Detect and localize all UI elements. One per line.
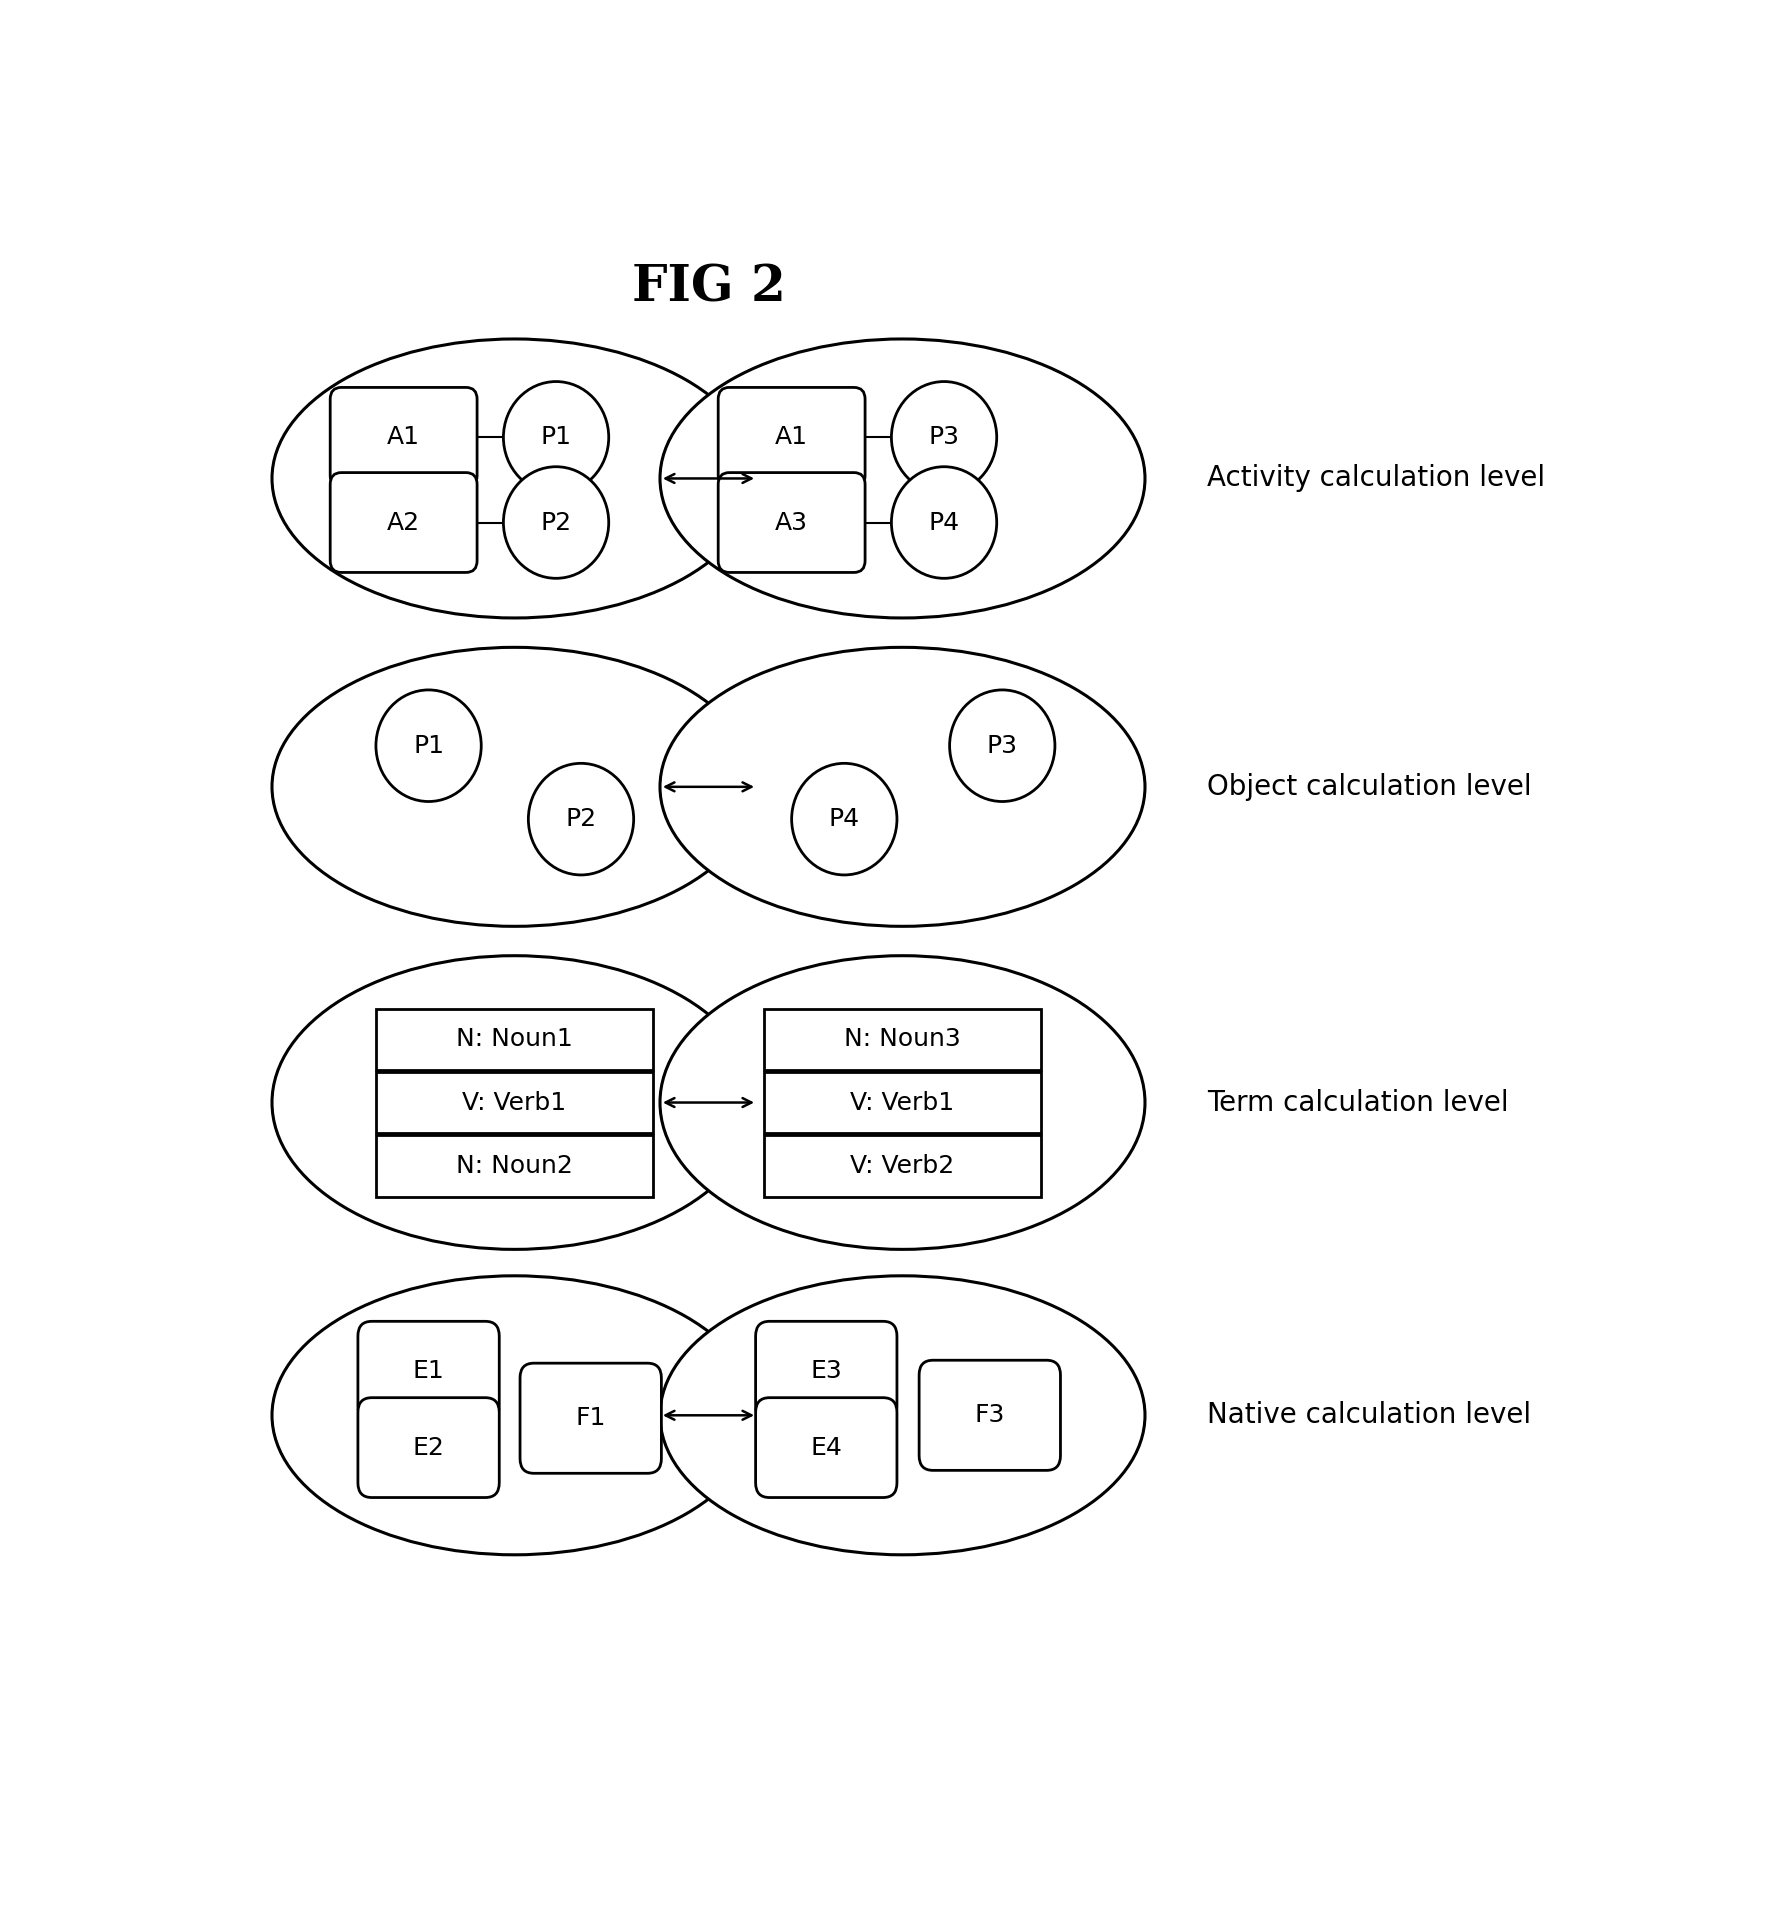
Ellipse shape bbox=[272, 1276, 756, 1554]
Text: E4: E4 bbox=[810, 1436, 842, 1459]
FancyBboxPatch shape bbox=[756, 1398, 898, 1497]
Text: Activity calculation level: Activity calculation level bbox=[1207, 465, 1545, 492]
Circle shape bbox=[375, 690, 481, 801]
FancyBboxPatch shape bbox=[763, 1072, 1041, 1133]
Text: A2: A2 bbox=[386, 511, 420, 534]
Ellipse shape bbox=[660, 955, 1144, 1249]
Text: N: Noun2: N: Noun2 bbox=[456, 1154, 572, 1179]
Text: V: Verb2: V: Verb2 bbox=[851, 1154, 955, 1179]
FancyBboxPatch shape bbox=[331, 387, 477, 488]
Circle shape bbox=[892, 381, 996, 494]
Text: A3: A3 bbox=[776, 511, 808, 534]
Text: P1: P1 bbox=[413, 734, 443, 757]
Ellipse shape bbox=[660, 1276, 1144, 1554]
Text: V: Verb1: V: Verb1 bbox=[851, 1091, 955, 1114]
Text: A1: A1 bbox=[776, 425, 808, 450]
FancyBboxPatch shape bbox=[375, 1009, 653, 1070]
Circle shape bbox=[949, 690, 1055, 801]
FancyBboxPatch shape bbox=[331, 473, 477, 572]
Circle shape bbox=[792, 763, 898, 875]
Ellipse shape bbox=[272, 646, 756, 927]
FancyBboxPatch shape bbox=[719, 473, 865, 572]
Ellipse shape bbox=[272, 955, 756, 1249]
Text: FIG 2: FIG 2 bbox=[631, 263, 785, 313]
Text: F3: F3 bbox=[974, 1404, 1005, 1426]
Ellipse shape bbox=[272, 339, 756, 618]
FancyBboxPatch shape bbox=[763, 1135, 1041, 1196]
Text: E2: E2 bbox=[413, 1436, 445, 1459]
Ellipse shape bbox=[660, 646, 1144, 927]
Text: E1: E1 bbox=[413, 1360, 445, 1383]
Text: E3: E3 bbox=[810, 1360, 842, 1383]
Circle shape bbox=[504, 467, 608, 578]
FancyBboxPatch shape bbox=[375, 1135, 653, 1196]
Text: N: Noun3: N: Noun3 bbox=[844, 1028, 960, 1051]
FancyBboxPatch shape bbox=[520, 1364, 662, 1474]
Text: Term calculation level: Term calculation level bbox=[1207, 1089, 1509, 1116]
Text: P4: P4 bbox=[828, 807, 860, 831]
Text: P1: P1 bbox=[540, 425, 572, 450]
FancyBboxPatch shape bbox=[358, 1322, 499, 1421]
FancyBboxPatch shape bbox=[375, 1072, 653, 1133]
FancyBboxPatch shape bbox=[919, 1360, 1060, 1470]
Circle shape bbox=[504, 381, 608, 494]
Text: P2: P2 bbox=[565, 807, 597, 831]
Circle shape bbox=[892, 467, 996, 578]
Text: P4: P4 bbox=[928, 511, 960, 534]
FancyBboxPatch shape bbox=[719, 387, 865, 488]
Text: Native calculation level: Native calculation level bbox=[1207, 1402, 1532, 1430]
Text: P2: P2 bbox=[540, 511, 572, 534]
Text: A1: A1 bbox=[388, 425, 420, 450]
Text: V: Verb1: V: Verb1 bbox=[463, 1091, 567, 1114]
Text: F1: F1 bbox=[576, 1405, 606, 1430]
FancyBboxPatch shape bbox=[756, 1322, 898, 1421]
Text: P3: P3 bbox=[928, 425, 960, 450]
FancyBboxPatch shape bbox=[763, 1009, 1041, 1070]
Circle shape bbox=[529, 763, 633, 875]
Text: Object calculation level: Object calculation level bbox=[1207, 772, 1532, 801]
Text: N: Noun1: N: Noun1 bbox=[456, 1028, 572, 1051]
Text: P3: P3 bbox=[987, 734, 1017, 757]
Ellipse shape bbox=[660, 339, 1144, 618]
FancyBboxPatch shape bbox=[358, 1398, 499, 1497]
